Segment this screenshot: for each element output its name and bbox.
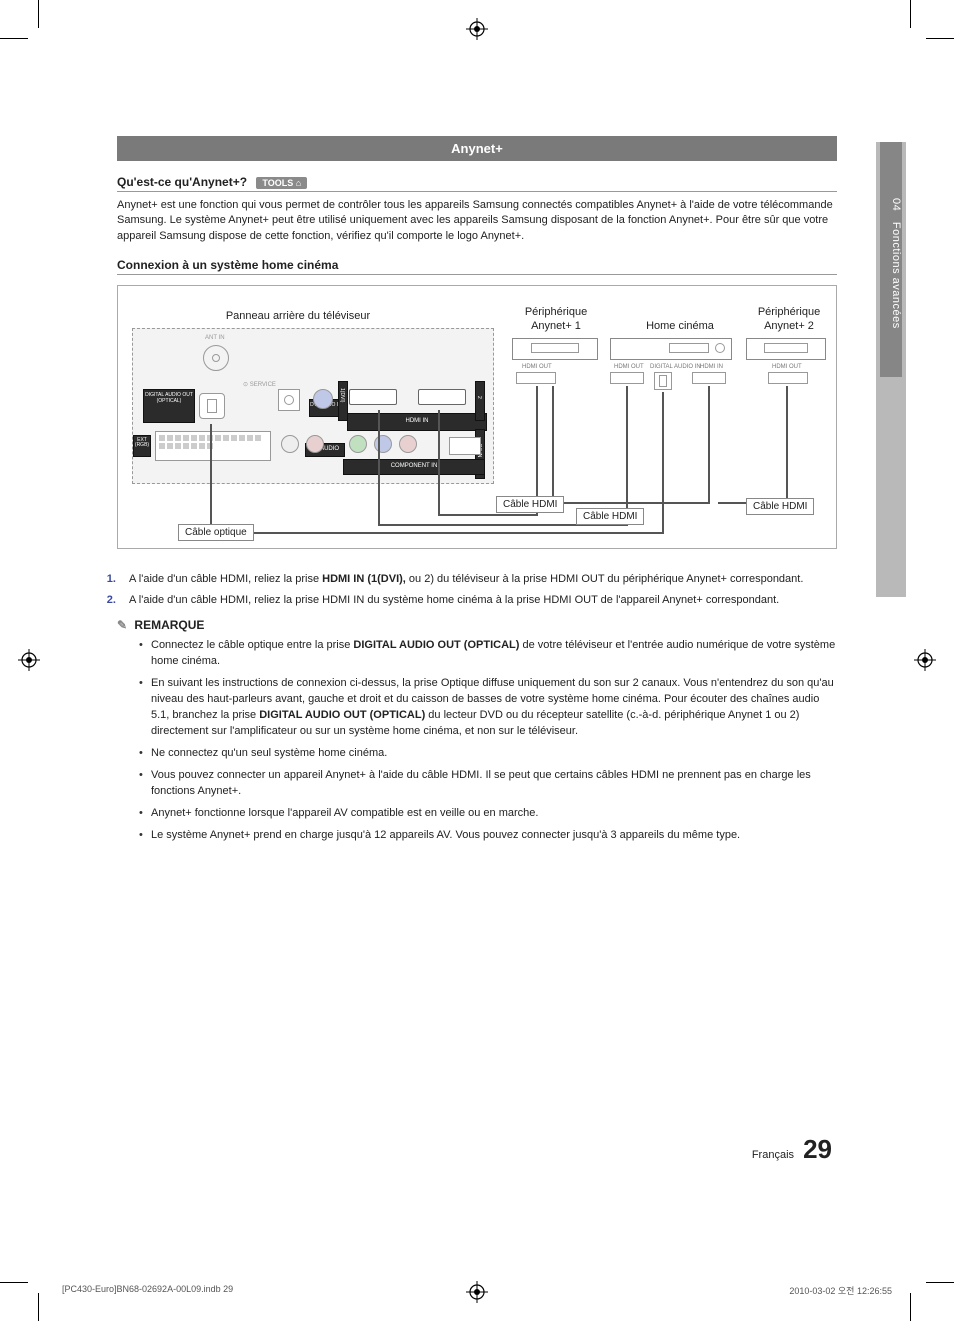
- section-header: Anynet+: [117, 136, 837, 161]
- heading-anynet-what: Qu'est-ce qu'Anynet+? TOOLS ⌂: [117, 175, 837, 192]
- content: Qu'est-ce qu'Anynet+? TOOLS ⌂ Anynet+ es…: [117, 175, 837, 843]
- service-label: ⊙ SERVICE: [243, 381, 276, 388]
- hdmi-cable-label-2: Câble HDMI: [576, 508, 644, 525]
- hdmi-cable-label-3: Câble HDMI: [746, 498, 814, 515]
- page-area: 04 Fonctions avancées Anynet+ Qu'est-ce …: [62, 62, 892, 1259]
- ant-in-port: [203, 345, 229, 371]
- home-cinema-optical-port: [654, 372, 672, 390]
- home-cinema-hdmiin-port: [692, 372, 726, 384]
- note-item: Anynet+ fonctionne lorsque l'appareil AV…: [139, 806, 837, 822]
- service-port: [278, 389, 300, 411]
- section-tab-label: 04 Fonctions avancées: [880, 142, 902, 377]
- home-cinema-hdmiin-label: HDMI IN: [700, 364, 723, 370]
- wire: [438, 410, 440, 516]
- hdmi-ports: [349, 389, 466, 408]
- ext-scart: [155, 431, 271, 461]
- anynet2-device: [746, 338, 826, 360]
- optical-cable-label: Câble optique: [178, 524, 254, 541]
- page-footer: Français 29: [752, 1134, 832, 1165]
- section-tab: 04 Fonctions avancées: [876, 142, 906, 597]
- note-item: Connectez le câble optique entre la pris…: [139, 638, 837, 670]
- tools-badge-icon: TOOLS ⌂: [256, 177, 307, 189]
- heading-connection: Connexion à un système home cinéma: [117, 258, 837, 275]
- footer-page-number: 29: [803, 1134, 832, 1164]
- remarque-title: REMARQUE: [134, 618, 204, 632]
- anynet2-port-label: HDMI OUT: [772, 364, 802, 370]
- wire: [626, 386, 628, 526]
- anynet1-hdmi-port: [516, 372, 556, 384]
- wire: [786, 386, 788, 502]
- step-item: A l'aide d'un câble HDMI, reliez la pris…: [119, 571, 837, 588]
- wire: [378, 410, 380, 526]
- wire: [210, 532, 662, 534]
- note-item: Vous pouvez connecter un appareil Anynet…: [139, 768, 837, 800]
- home-cinema-hdmiout-port: [610, 372, 644, 384]
- anynet2-label-top: Périphérique: [744, 306, 834, 318]
- steps-list: A l'aide d'un câble HDMI, reliez la pris…: [119, 571, 837, 608]
- registration-mark-icon: [18, 649, 40, 671]
- hdmi-cable-label-1: Câble HDMI: [496, 496, 564, 513]
- home-cinema-label: Home cinéma: [630, 320, 730, 332]
- print-timestamp: 2010-03-02 오전 12:26:55: [789, 1284, 892, 1297]
- hdmi-1-label: 1(DVI): [338, 381, 348, 421]
- anynet1-port-label: HDMI OUT: [522, 364, 552, 370]
- connection-diagram: Panneau arrière du téléviseur Périphériq…: [117, 285, 837, 549]
- anynet1-device: [512, 338, 598, 360]
- home-cinema-hdmiout-label: HDMI OUT: [614, 364, 644, 370]
- notes-list: Connectez le câble optique entre la pris…: [139, 638, 837, 843]
- print-footer: [PC430-Euro]BN68-02692A-00L09.indb 29 20…: [62, 1284, 892, 1297]
- section-tab-num: 04: [890, 198, 902, 211]
- wire: [210, 424, 212, 534]
- home-cinema-device: [610, 338, 732, 360]
- wire: [438, 514, 538, 516]
- registration-mark-icon: [466, 18, 488, 40]
- anynet2-label-bot: Anynet+ 2: [744, 320, 834, 332]
- step-item: A l'aide d'un câble HDMI, reliez la pris…: [119, 592, 837, 609]
- component-in-bar: COMPONENT IN: [343, 459, 485, 475]
- home-cinema-dai-label: DIGITAL AUDIO IN: [650, 364, 701, 370]
- ext-rgb-label: EXT (RGB): [133, 435, 151, 457]
- section-tab-text: Fonctions avancées: [890, 222, 902, 329]
- wire: [552, 386, 554, 502]
- hdmi-in-bar: HDMI IN: [347, 413, 487, 431]
- footer-lang: Français: [752, 1149, 794, 1161]
- intro-paragraph: Anynet+ est une fonction qui vous permet…: [117, 198, 837, 244]
- registration-mark-icon: [914, 649, 936, 671]
- digital-audio-out: DIGITAL AUDIO OUT (OPTICAL): [143, 389, 195, 423]
- note-item: Le système Anynet+ prend en charge jusqu…: [139, 828, 837, 844]
- anynet2-hdmi-port: [768, 372, 808, 384]
- wire: [552, 502, 708, 504]
- hdmi-2-label: 2: [475, 381, 485, 421]
- note-item: En suivant les instructions de connexion…: [139, 676, 837, 740]
- remarque-heading: ✎ REMARQUE: [117, 618, 837, 632]
- tv-panel-label: Panneau arrière du téléviseur: [198, 310, 398, 322]
- pc-dsub: [449, 437, 481, 455]
- print-file-path: [PC430-Euro]BN68-02692A-00L09.indb 29: [62, 1284, 233, 1297]
- anynet1-label-bot: Anynet+ 1: [506, 320, 606, 332]
- ant-in-label: ANT IN: [205, 335, 225, 341]
- anynet1-label-top: Périphérique: [506, 306, 606, 318]
- pencil-icon: ✎: [117, 618, 127, 632]
- av-jacks: [281, 435, 417, 456]
- wire: [708, 386, 710, 504]
- wire: [662, 392, 664, 534]
- optical-port: [199, 393, 225, 419]
- heading-text: Qu'est-ce qu'Anynet+?: [117, 175, 247, 189]
- note-item: Ne connectez qu'un seul système home cin…: [139, 746, 837, 762]
